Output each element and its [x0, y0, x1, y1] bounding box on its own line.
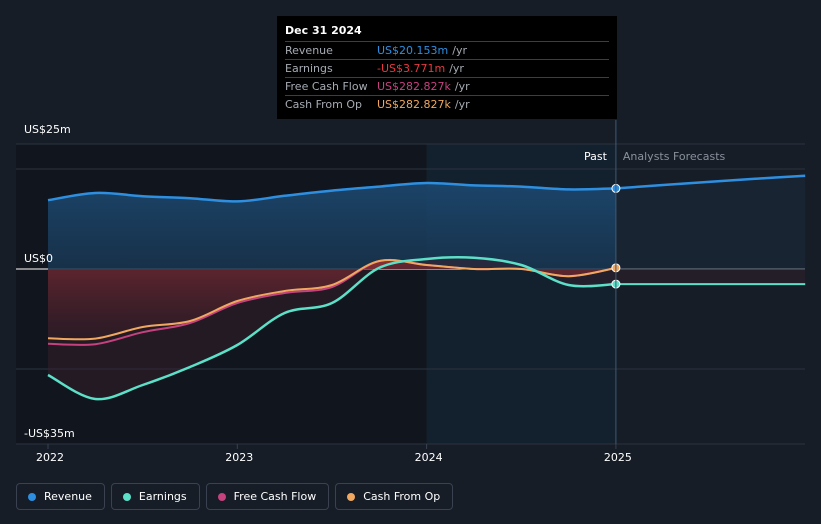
- earnings-area: [48, 257, 616, 400]
- past-label: Past: [584, 150, 608, 163]
- revenue-forecast-area: [615, 175, 806, 269]
- x-tick-label: 2025: [604, 451, 632, 464]
- tooltip-row-label: Earnings: [285, 62, 333, 75]
- tooltip-row-earnings: Earnings -US$3.771m/yr: [285, 59, 609, 77]
- revenue-dot-icon: [28, 492, 36, 501]
- chart-legend: Revenue Earnings Free Cash Flow Cash From O…: [16, 483, 454, 510]
- tooltip-row-revenue: Revenue US$20.153m/yr: [285, 41, 609, 59]
- analysts-forecast-label: Analysts Forecasts: [623, 150, 726, 163]
- tooltip-row-value: US$282.827k: [377, 80, 451, 93]
- tooltip-rows: Revenue US$20.153m/yr Earnings -US$3.771m/y…: [285, 41, 609, 113]
- y-axis-labels: US$25m US$0 -US$35m: [24, 123, 75, 440]
- legend-label: Cash From Op: [363, 490, 441, 503]
- x-tick-label: 2022: [36, 451, 64, 464]
- y-tick-label: US$0: [24, 252, 53, 265]
- revenue-area: [48, 182, 616, 269]
- tooltip-row-unit: /yr: [454, 98, 470, 111]
- tooltip-row-value: US$20.153m: [377, 44, 449, 57]
- x-axis-labels: 2022 2023 2024 2025: [36, 444, 632, 464]
- tooltip-row-value: -US$3.771m: [377, 62, 446, 75]
- legend-label: Earnings: [138, 490, 187, 503]
- legend-item-earnings[interactable]: Earnings: [110, 483, 200, 510]
- cfo-dot-icon: [347, 492, 356, 501]
- legend-label: Free Cash Flow: [233, 490, 317, 503]
- cash-flow-area: [48, 260, 616, 340]
- tooltip-row-free-cash-flow: Free Cash Flow US$282.827k/yr: [285, 77, 609, 95]
- revenue-line: [47, 181, 616, 203]
- y-tick-label: -US$35m: [24, 427, 75, 440]
- x-tick-label: 2023: [225, 451, 253, 464]
- fcf-dot-icon: [217, 492, 226, 501]
- series-areas: [48, 175, 806, 400]
- cfo-line: [47, 259, 617, 341]
- tooltip-row-value: US$282.827k: [377, 98, 451, 111]
- tooltip-date: Dec 31 2024: [285, 24, 362, 37]
- legend-item-cash-from-op[interactable]: Cash From Op: [335, 483, 454, 510]
- tooltip-row-unit: /yr: [454, 80, 470, 93]
- tooltip-row-label: Free Cash Flow: [285, 80, 368, 93]
- revenue-forecast-line: [615, 174, 806, 190]
- y-tick-label: US$25m: [24, 123, 71, 136]
- earnings-line: [47, 256, 616, 401]
- earnings-forecast-area: [615, 269, 806, 285]
- tooltip-row-cash-from-op: Cash From Op US$282.827k/yr: [285, 95, 609, 113]
- legend-label: Revenue: [44, 490, 92, 503]
- legend-item-revenue[interactable]: Revenue: [16, 483, 105, 510]
- series-lines: [47, 174, 806, 401]
- tooltip-row-unit: /yr: [452, 44, 467, 57]
- legend-item-free-cash-flow[interactable]: Free Cash Flow: [205, 483, 330, 510]
- tooltip-row-label: Revenue: [285, 44, 333, 57]
- tooltip-row-unit: /yr: [449, 62, 464, 75]
- x-tick-label: 2024: [415, 451, 443, 464]
- tooltip-row-label: Cash From Op: [285, 98, 363, 111]
- earnings-dot-icon: [122, 492, 131, 501]
- data-tooltip: Dec 31 2024 Revenue US$20.153m/yr Earnings…: [277, 16, 617, 119]
